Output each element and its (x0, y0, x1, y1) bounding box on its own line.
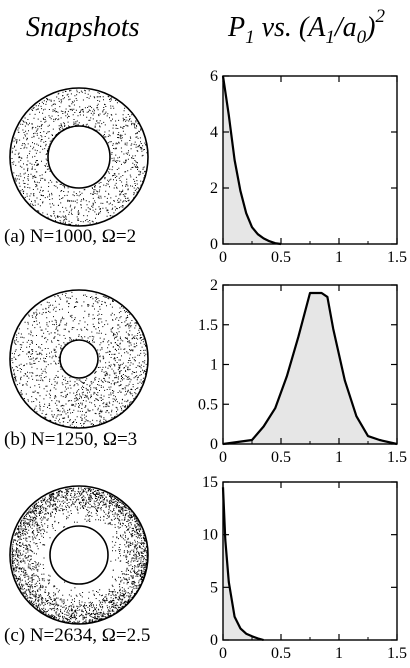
x-tick-label: 0 (219, 249, 227, 266)
y-tick-label: 5 (210, 579, 218, 596)
x-tick-label: 1.5 (387, 645, 407, 662)
y-tick-label: 0.5 (198, 396, 218, 413)
y-tick-label: 1.5 (198, 317, 218, 334)
ring-outer-edge (9, 485, 149, 625)
distribution-area (223, 293, 397, 444)
x-tick-label: 0.5 (271, 449, 291, 466)
x-tick-label: 1 (335, 449, 343, 466)
histogram-c: 0 0.5 1 1.5 0 5 10 15 (202, 474, 407, 662)
x-tick-label: 0.5 (271, 249, 291, 266)
y-tick-label: 15 (202, 474, 218, 491)
x-tick-label: 1.5 (387, 449, 407, 466)
snapshot-ring-c (9, 485, 149, 625)
distribution-line (222, 291, 398, 446)
x-tick-label: 0 (219, 449, 227, 466)
distribution-line (221, 75, 282, 246)
particle-dots (11, 291, 147, 428)
x-tick-label: 1 (335, 645, 343, 662)
caption-c: (c) N=2634, Ω=2.5 (4, 625, 150, 646)
ring-inner-edge (59, 339, 99, 379)
y-tick-label: 1 (210, 357, 218, 374)
ring-inner-edge (47, 125, 111, 189)
y-tick-label: 0 (210, 632, 218, 649)
ring-inner-edge (49, 525, 109, 585)
distribution-area (223, 487, 264, 640)
x-tick-label: 1 (335, 249, 343, 266)
y-tick-label: 0 (210, 436, 218, 453)
x-tick-label: 0.5 (271, 645, 291, 662)
ring-outer-edge (9, 87, 149, 227)
particle-dots (11, 487, 148, 624)
plot-title: P1 vs. (A1/a0)2 (227, 6, 385, 48)
distribution-line (221, 487, 264, 642)
y-tick-label: 4 (210, 124, 218, 141)
snapshots-title: Snapshots (26, 12, 140, 43)
histogram-a: 0 0.5 1 1.5 0 2 4 6 (210, 68, 407, 266)
y-tick-label: 0 (210, 236, 218, 253)
y-tick-label: 2 (210, 277, 218, 294)
plot-frame (222, 481, 398, 641)
caption-a: (a) N=1000, Ω=2 (4, 226, 136, 247)
y-tick-label: 10 (202, 527, 218, 544)
histogram-b: 0 0.5 1 1.5 0 0.5 1 1.5 2 (198, 277, 407, 466)
y-tick-label: 2 (210, 180, 218, 197)
distribution-area (223, 76, 281, 244)
x-tick-label: 0 (219, 645, 227, 662)
y-tick-label: 6 (210, 68, 218, 85)
caption-b: (b) N=1250, Ω=3 (4, 429, 137, 450)
ring-outer-edge (9, 289, 149, 429)
snapshot-ring-b (9, 289, 149, 429)
snapshot-ring-a (9, 87, 149, 227)
x-tick-label: 1.5 (387, 249, 407, 266)
